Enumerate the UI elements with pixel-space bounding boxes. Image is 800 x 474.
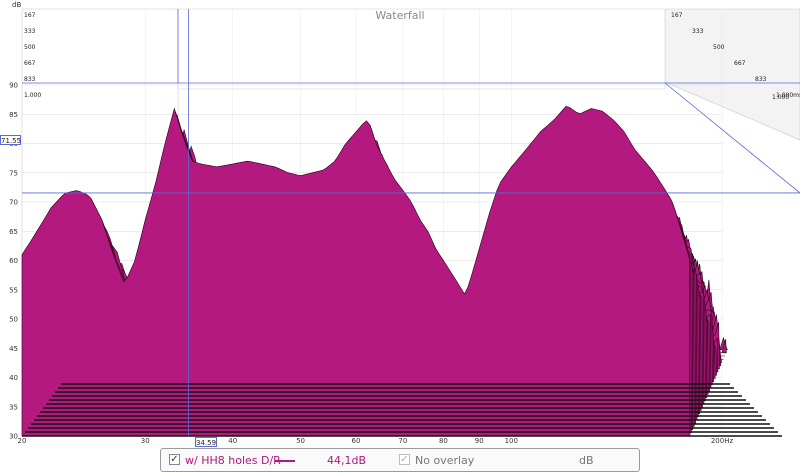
- x-tick-label: 90: [475, 437, 484, 445]
- series-checkbox[interactable]: ✓: [169, 454, 180, 465]
- time-label-left: 1.000: [24, 92, 41, 99]
- overlay-label: No overlay: [415, 454, 475, 467]
- x-tick-label: 50: [296, 437, 305, 445]
- y-tick-label: 75: [9, 169, 18, 177]
- x-tick-label: 60: [352, 437, 361, 445]
- y-tick-label: 60: [9, 257, 18, 265]
- y-tick-label: 50: [9, 316, 18, 324]
- series-value: 44,1dB: [327, 454, 367, 467]
- chart-title: Waterfall: [375, 9, 424, 22]
- y-tick-label: 55: [9, 286, 18, 294]
- time-label-left: 833: [24, 76, 36, 83]
- time-label-right: 167: [671, 12, 683, 19]
- x-axis-ticks: 20 30 40 50 60 70 80 90 100 200Hz: [18, 437, 734, 445]
- time-label-right: 667: [734, 60, 746, 67]
- x-tick-label: 80: [439, 437, 448, 445]
- floor-stripes: [22, 383, 782, 437]
- y-tick-label: 45: [9, 345, 18, 353]
- time-label-left: 500: [24, 44, 36, 51]
- time-label-left: 167: [24, 12, 36, 19]
- series-label: w/ HH8 holes D/R: [185, 454, 281, 467]
- legend-unit: dB: [579, 454, 594, 467]
- x-tick-label: 30: [141, 437, 150, 445]
- y-tick-label: 90: [9, 82, 18, 90]
- x-tick-label: 40: [228, 437, 237, 445]
- legend-bar: ✓ w/ HH8 holes D/R 44,1dB ✓ No overlay d…: [160, 448, 640, 472]
- y-tick-label: 30: [9, 433, 18, 441]
- x-tick-label: 70: [398, 437, 407, 445]
- time-axis-left-labels: 167 333 500 667 833 1.000: [24, 12, 41, 99]
- x-tick-label: 20: [18, 437, 27, 445]
- y-tick-label: 40: [9, 374, 18, 382]
- y-tick-label: 65: [9, 228, 18, 236]
- time-label-left: 667: [24, 60, 36, 67]
- cursor-diagonal: [664, 82, 800, 194]
- x-tick-label: 200Hz: [711, 437, 734, 445]
- cursor-x-readout: 34.59: [195, 437, 217, 447]
- y-unit-label: dB: [12, 1, 21, 9]
- time-label-right: 833: [755, 76, 767, 83]
- x-tick-label: 100: [505, 437, 518, 445]
- time-label-right: 333: [692, 28, 704, 35]
- cursor-lines: [22, 9, 800, 436]
- time-label-marker: 1.000: [772, 94, 789, 101]
- time-label-right: 500: [713, 44, 725, 51]
- y-tick-label: 35: [9, 403, 18, 411]
- time-label-left: 333: [24, 28, 36, 35]
- time-label-right: 1.000ms: [776, 92, 800, 99]
- cursor-y-readout: 71.55: [0, 135, 22, 145]
- y-tick-label: 70: [9, 199, 18, 207]
- y-tick-label: 85: [9, 111, 18, 119]
- series-swatch: [275, 460, 295, 462]
- waterfall-slice: [21, 105, 691, 437]
- side-wall: [664, 8, 800, 141]
- waterfall-slices: [21, 105, 728, 437]
- overlay-checkbox[interactable]: ✓: [399, 454, 410, 465]
